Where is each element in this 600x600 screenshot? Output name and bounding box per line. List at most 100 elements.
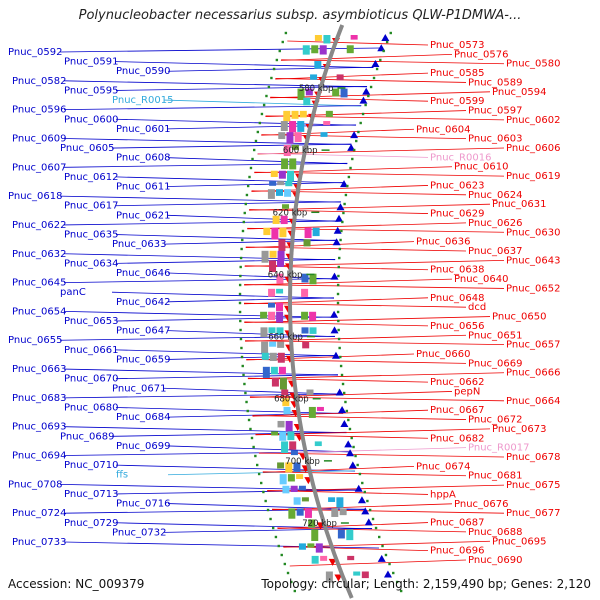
feature-block [309,327,317,334]
forward-leader-line [115,176,344,184]
forward-leader-line [167,66,374,72]
position-ticks: 580 kbp 600 kbp 620 kbp 640 kbp 660 kbp 680 k… [238,31,403,593]
tick-dot [382,49,385,53]
backbone [288,24,354,599]
feature-block [350,35,358,40]
tick-dot [265,94,268,98]
tick-dot [349,166,352,170]
reverse-gene-label: Pnuc_0630 [506,227,560,238]
reverse-gene-label: Pnuc_0604 [416,124,470,135]
tick-dot [343,202,346,206]
kbp-label: 660 kbp [268,333,303,343]
feature-block [296,474,304,479]
forward-leader-line [59,483,361,491]
forward-leader-line [115,522,373,530]
forward-gene-label: Pnuc_0645 [12,278,66,289]
forward-leader-line [63,138,352,145]
kbp-label: 720 kbp [302,519,337,529]
tick-dot [256,130,260,134]
map-title: Polynucleobacter necessarius subsp. asym… [78,8,522,23]
reverse-gene-label: Pnuc_0624 [468,190,522,201]
tick-dot [337,274,340,278]
tick-dot [240,355,244,359]
tick-dot [239,265,242,269]
tick-dot [247,418,251,422]
tick-dot [242,220,246,224]
tick-dot [244,391,247,395]
feature-block [304,227,312,239]
tick-dot [347,418,350,422]
tick-dot [337,319,340,323]
tick-dot [260,112,264,116]
reverse-gene-label: Pnuc_0678 [506,452,560,463]
reverse-gene-label: Pnuc_0623 [430,180,484,191]
tick-dot [384,553,388,557]
feature-block [279,474,287,485]
forward-gene-label: Pnuc_0663 [12,364,66,375]
forward-leader-line [111,291,335,299]
forward-leader-line [167,214,339,222]
feature-block [269,352,277,362]
tick-dot [269,517,272,521]
reverse-leader-line [265,110,467,117]
feature-block [277,420,285,428]
kbp-label: 620 kbp [273,208,308,218]
reverse-gene-label: Pnuc_0640 [454,274,508,285]
tick-dot [245,400,248,404]
feature-block [336,74,344,81]
forward-gene-label: Pnuc_0596 [12,105,66,116]
forward-gene-label: Pnuc_0729 [64,518,118,529]
feature-block [271,431,279,436]
reverse-leader-line [257,147,505,155]
reverse-gene-label: Pnuc_0676 [454,499,508,510]
forward-gene-label: Pnuc_0582 [12,76,66,87]
forward-gene-label: Pnuc_0590 [116,66,170,77]
tick-dot [363,490,366,494]
forward-strand-arrow [340,180,349,188]
tick-dot [277,544,280,548]
forward-gene-label: Pnuc_0621 [116,210,170,221]
feature-block [328,497,336,502]
forward-gene-label: Pnuc_0600 [64,114,118,125]
forward-gene-label: Pnuc_0591 [64,57,118,68]
feature-block [325,110,333,117]
forward-leader-line [63,105,362,111]
reverse-gene-label: Pnuc_0662 [430,377,484,388]
feature-block [315,543,323,553]
feature-block [285,420,293,433]
forward-leader-line [167,355,337,360]
forward-gene-label: Pnuc_0671 [112,383,166,394]
forward-leader-line [63,426,347,434]
forward-leader-line [163,387,341,395]
reverse-gene-label: Pnuc_0687 [430,518,484,529]
tick-dot [344,193,348,197]
feature-block [281,389,289,396]
forward-gene-label: Pnuc_0642 [116,297,170,308]
feature-block [301,497,309,502]
reverse-gene-label: Pnuc_0603 [468,134,522,145]
forward-strand-arrow [330,326,339,334]
reverse-gene-label: Pnuc_0651 [468,330,522,341]
tick-dot [238,283,242,287]
feature-block [311,45,319,54]
feature-block [303,97,311,106]
tick-dot [355,139,358,143]
forward-leader-line [115,118,356,126]
forward-strand-arrow [383,570,392,578]
feature-block [332,88,340,97]
forward-gene-label: Pnuc_0612 [64,172,118,183]
tick-dot [242,373,245,377]
feature-block [320,555,328,561]
tick-dot [239,337,243,341]
reverse-gene-label: Pnuc_0669 [468,358,522,369]
forward-gene-label: panC [60,287,86,298]
forward-gene-label: Pnuc_0659 [116,354,170,365]
reverse-gene-label: Pnuc_0631 [492,199,546,210]
feature-block [316,406,324,411]
reverse-leader-line [252,409,429,417]
forward-gene-label: Pnuc_0653 [64,316,118,327]
reverse-leader-line [270,91,491,99]
reverse-leader-line [249,209,429,214]
forward-gene-label: Pnuc_0724 [12,508,66,519]
forward-gene-label: Pnuc_0670 [64,374,118,385]
